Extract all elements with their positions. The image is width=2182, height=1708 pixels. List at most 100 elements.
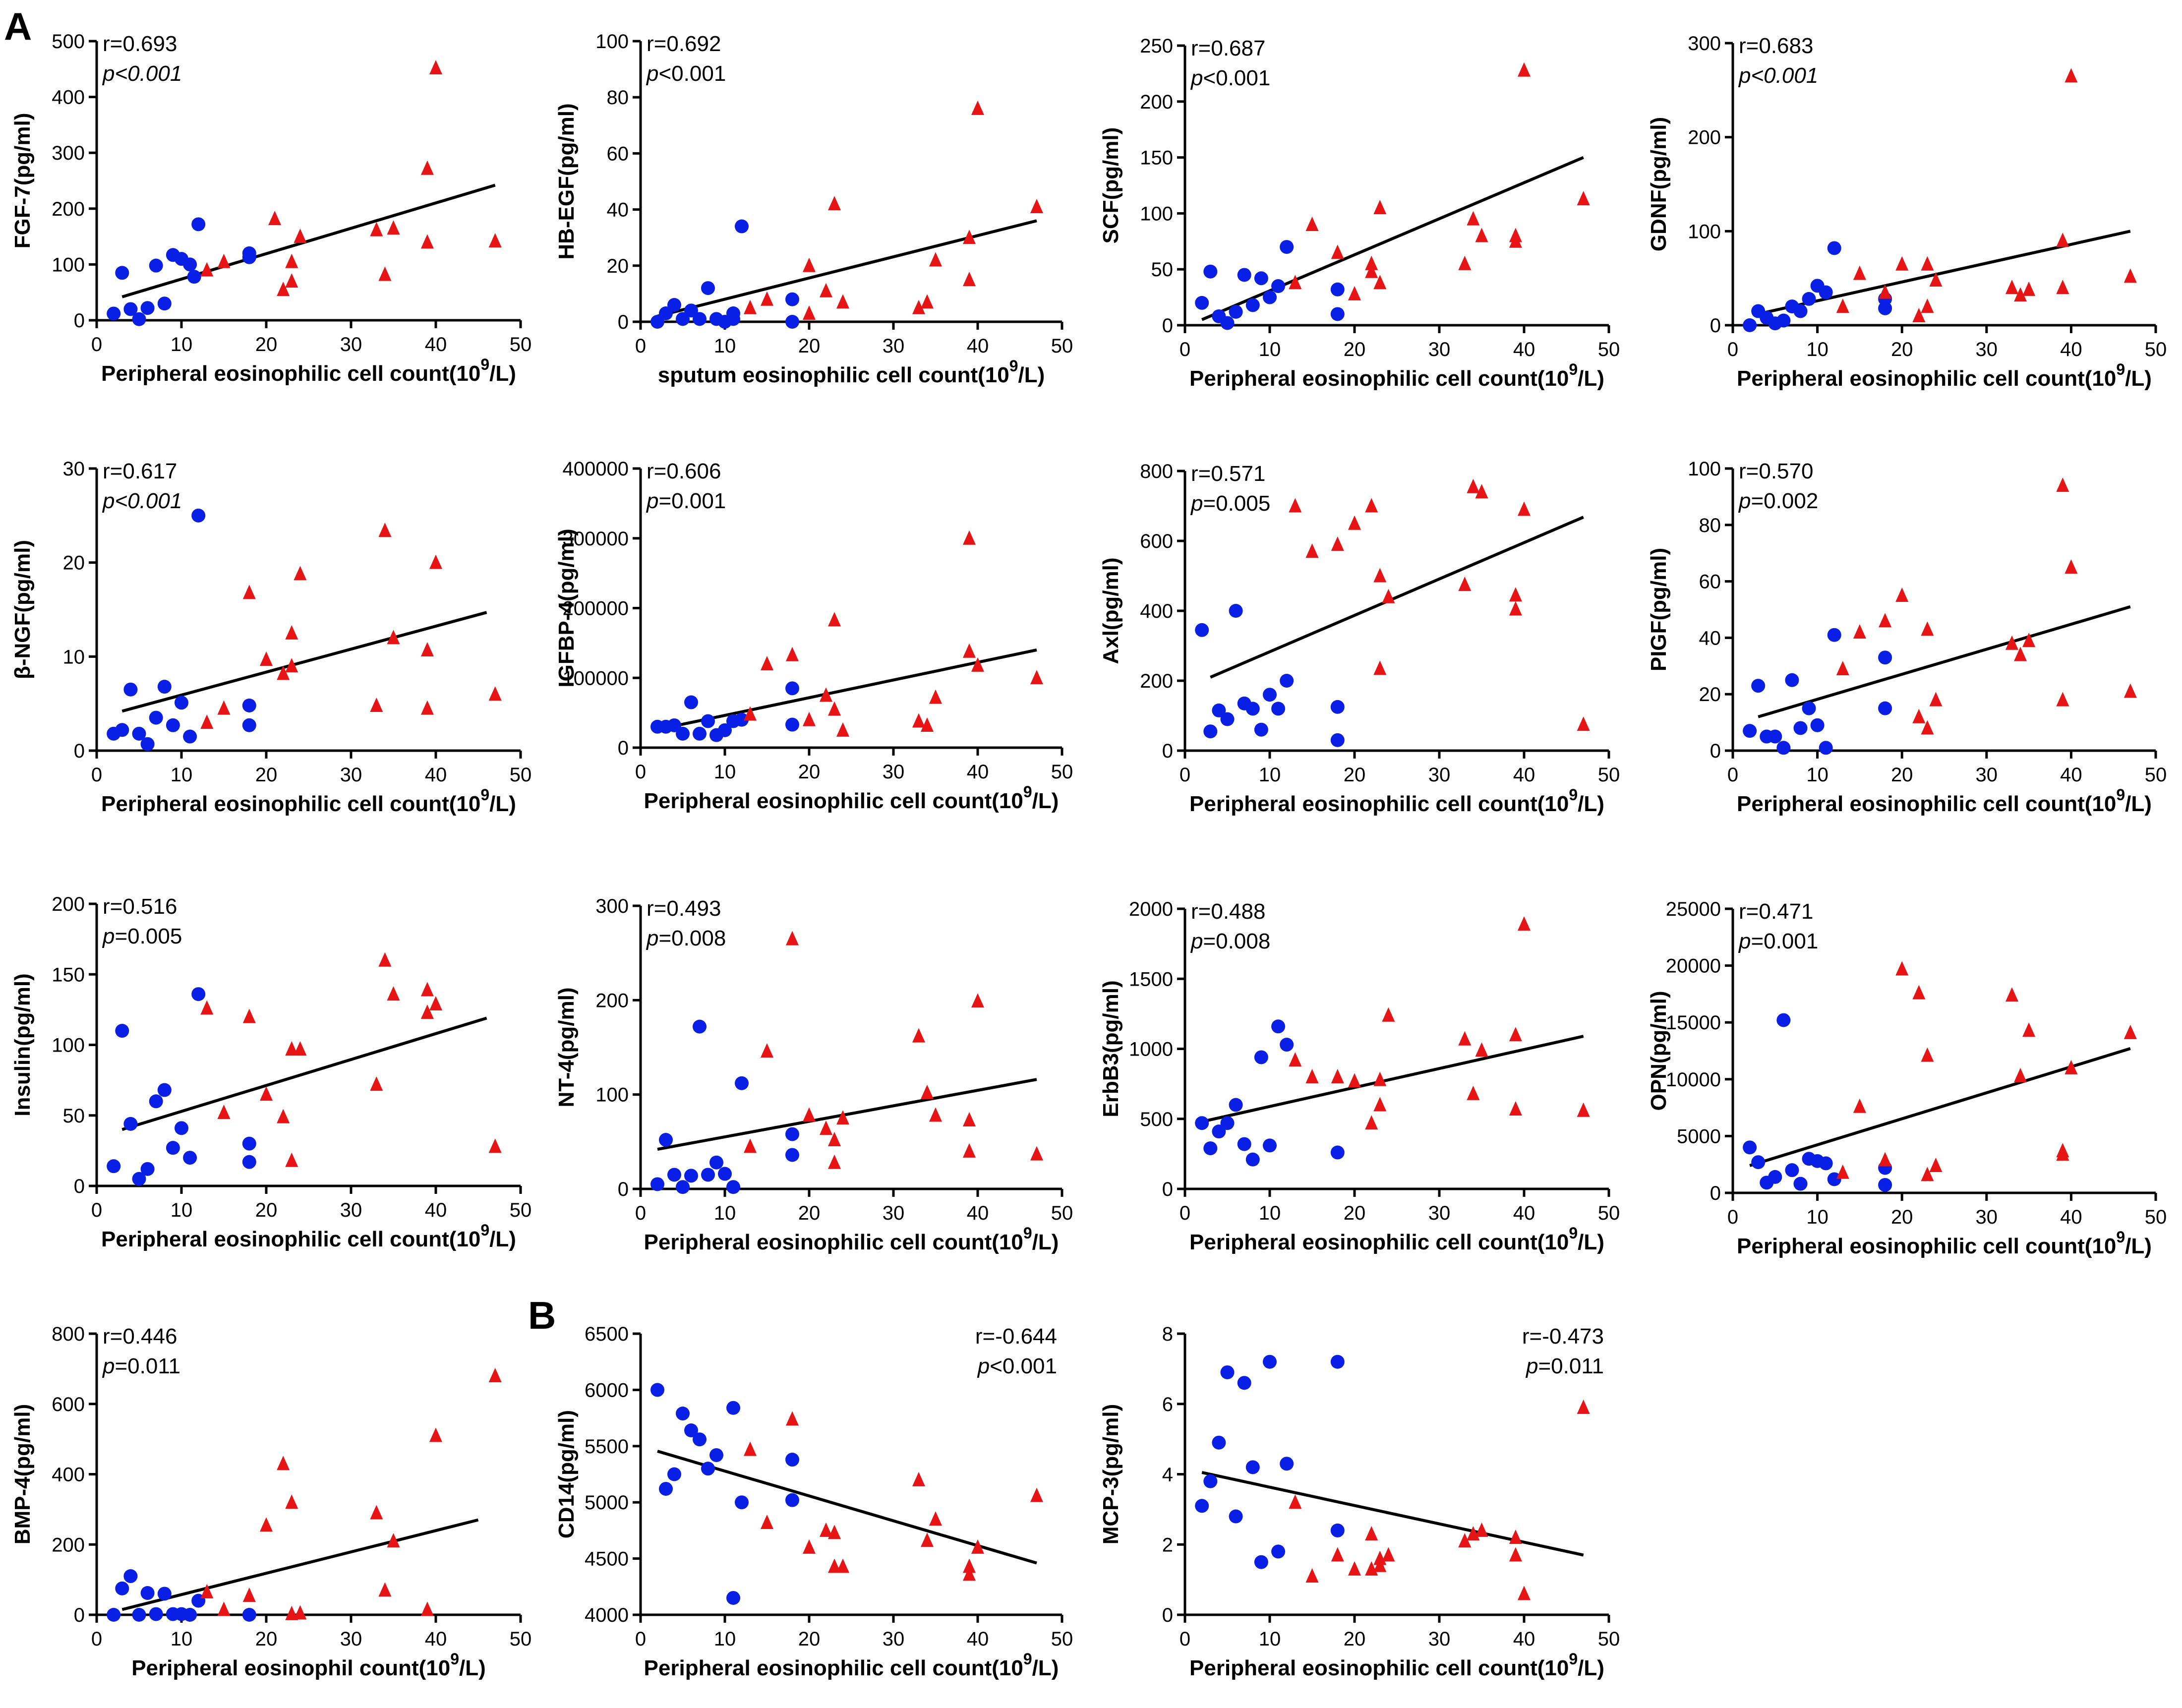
data-point-blue	[183, 1151, 197, 1165]
data-point-red	[929, 252, 942, 267]
data-point-red	[971, 993, 984, 1008]
x-tick-label: 40	[967, 335, 989, 357]
data-point-blue	[659, 1133, 673, 1147]
p-value: p=0.001	[1738, 929, 1818, 953]
x-axis-title: Peripheral eosinophilic cell count(109/L…	[1189, 1650, 1604, 1680]
x-tick-label: 50	[1051, 1628, 1073, 1650]
data-point-blue	[701, 1168, 715, 1182]
data-point-blue	[242, 246, 256, 260]
y-tick-label: 20	[63, 552, 85, 574]
data-point-blue	[1237, 1376, 1251, 1390]
data-point-red	[1509, 1101, 1522, 1116]
data-point-blue	[1776, 741, 1791, 755]
x-axis-title: Peripheral eosinophilic cell count(109/L…	[644, 1224, 1059, 1254]
data-point-blue	[242, 1155, 256, 1169]
p-number: =0.008	[1203, 929, 1270, 953]
data-point-red	[1921, 1047, 1934, 1062]
x-tick-label: 20	[1344, 764, 1366, 786]
data-point-red	[1921, 720, 1934, 735]
p-number: <0.001	[1751, 63, 1818, 88]
data-point-blue	[183, 1608, 197, 1622]
data-point-red	[836, 722, 849, 737]
data-point-red	[1030, 1146, 1043, 1161]
data-point-blue	[785, 292, 799, 306]
p-symbol: p	[1190, 929, 1203, 953]
x-tick-label: 10	[714, 335, 736, 357]
data-point-blue	[123, 302, 138, 316]
data-point-red	[761, 656, 773, 671]
x-tick-label: 0	[635, 1202, 646, 1224]
data-point-blue	[1229, 1509, 1243, 1524]
y-tick-label: 100	[52, 254, 85, 276]
data-point-blue	[785, 717, 799, 732]
y-tick-label: 50	[1151, 259, 1174, 281]
data-point-red	[828, 612, 841, 627]
data-point-red	[1365, 255, 1378, 270]
x-axis-title-superscript: 9	[1569, 786, 1578, 804]
data-point-blue	[701, 714, 715, 728]
data-point-blue	[1280, 1457, 1294, 1471]
x-axis-title: Peripheral eosinophilic cell count(109/L…	[1189, 360, 1604, 391]
x-axis-title-suffix: /L)	[2125, 366, 2152, 391]
data-point-red	[1458, 577, 1472, 591]
x-axis-title-superscript: 9	[480, 786, 489, 804]
x-tick-label: 40	[1513, 1628, 1535, 1650]
data-point-red	[828, 1525, 841, 1539]
data-point-blue	[667, 1467, 681, 1481]
data-point-red	[912, 713, 925, 728]
x-tick-label: 10	[171, 1628, 193, 1650]
y-tick-label: 400	[52, 1464, 85, 1486]
data-point-red	[1331, 536, 1344, 551]
x-tick-label: 20	[798, 335, 821, 357]
data-point-red	[1475, 1042, 1488, 1057]
data-point-blue	[123, 682, 138, 697]
x-tick-label: 0	[91, 334, 102, 355]
x-tick-label: 30	[340, 1628, 362, 1650]
x-tick-label: 40	[2060, 764, 2082, 786]
data-point-blue	[1802, 701, 1816, 715]
data-point-blue	[785, 1453, 799, 1467]
data-point-blue	[149, 258, 163, 273]
data-point-blue	[183, 729, 197, 744]
data-point-blue	[1229, 604, 1243, 618]
x-tick-label: 50	[2145, 339, 2167, 360]
regression-line	[121, 183, 496, 298]
x-tick-label: 40	[1513, 1202, 1535, 1224]
y-tick-label: 20	[1699, 684, 1721, 706]
data-point-red	[912, 1028, 925, 1043]
data-point-red	[828, 1132, 841, 1147]
p-value: p<0.001	[977, 1354, 1057, 1378]
data-point-blue	[1263, 1355, 1277, 1369]
data-point-red	[1458, 1031, 1472, 1046]
y-tick-label: 600	[52, 1394, 85, 1415]
data-point-red	[488, 1368, 502, 1383]
data-point-red	[294, 566, 307, 581]
x-tick-label: 0	[635, 335, 646, 357]
data-point-red	[1921, 256, 1934, 271]
y-tick-label: 300	[52, 142, 85, 164]
data-point-red	[971, 100, 984, 115]
x-tick-label: 50	[1051, 761, 1073, 783]
data-point-red	[828, 1154, 841, 1169]
data-point-red	[378, 952, 392, 967]
data-point-blue	[1743, 1140, 1757, 1155]
data-point-red	[1912, 308, 1926, 323]
data-point-blue	[785, 1148, 799, 1162]
y-tick-label: 300	[1688, 33, 1721, 55]
data-point-red	[1518, 62, 1531, 77]
data-point-red	[929, 1107, 942, 1122]
p-symbol: p	[1190, 491, 1203, 516]
data-point-blue	[1785, 1163, 1799, 1178]
data-point-red	[2056, 477, 2069, 492]
data-point-blue	[191, 987, 206, 1001]
x-tick-label: 20	[255, 1628, 278, 1650]
data-point-blue	[1254, 1050, 1268, 1064]
data-point-blue	[115, 1581, 129, 1595]
regression-line	[121, 611, 487, 713]
data-point-blue	[684, 303, 698, 318]
data-point-blue	[107, 306, 121, 321]
data-point-red	[963, 1143, 976, 1158]
data-point-blue	[1751, 1155, 1766, 1170]
x-tick-label: 10	[1806, 764, 1828, 786]
data-point-blue	[1810, 718, 1825, 732]
